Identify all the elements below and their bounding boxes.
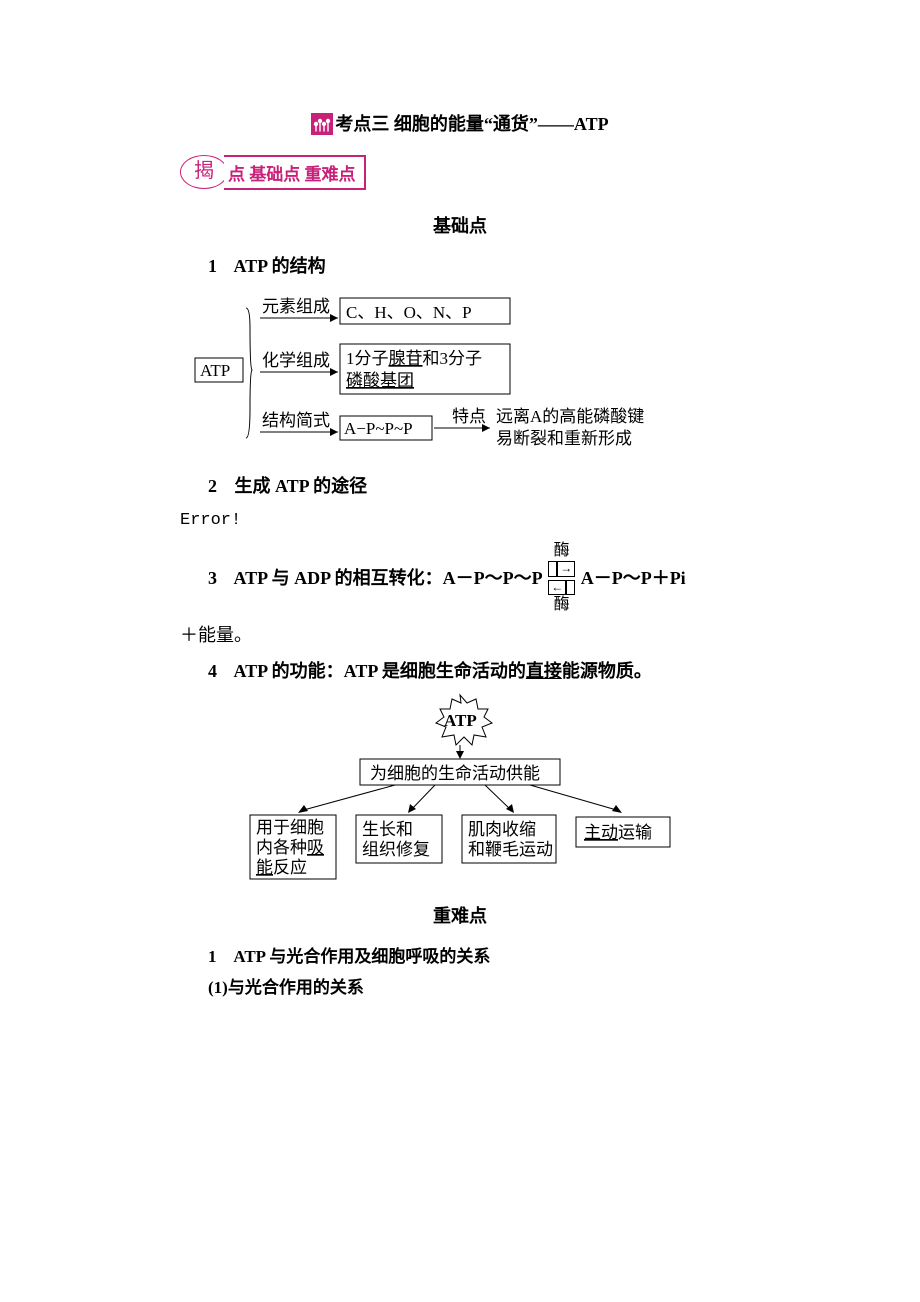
svg-text:ATP: ATP	[200, 361, 230, 380]
page-title-suffix: ATP	[574, 114, 609, 134]
svg-text:生长和: 生长和	[362, 820, 413, 839]
hard-1-heading: 1 ATP 与光合作用及细胞呼吸的关系	[208, 942, 740, 967]
svg-text:结构简式: 结构简式	[262, 411, 330, 430]
item-3-continuation: ＋能量。	[180, 621, 740, 647]
section-basic-heading: 基础点	[180, 212, 740, 238]
item-3-block: 3 ATP 与 ADP 的相互转化：A－P～P～P 酶 → ← 酶 A－P～P＋…	[208, 544, 740, 616]
item-2-title: 生成 ATP 的途径	[235, 476, 368, 496]
item-3-tail: A－P～P＋Pi	[581, 568, 686, 588]
svg-text:A−P~P~P: A−P~P~P	[344, 419, 413, 438]
item-4-lead: ATP 的功能：ATP 是细胞生命活动的	[234, 661, 526, 681]
svg-text:1分子腺苷和3分子: 1分子腺苷和3分子	[346, 349, 482, 368]
svg-text:组织修复: 组织修复	[362, 840, 430, 859]
svg-text:为细胞的生命活动供能: 为细胞的生命活动供能	[370, 764, 540, 783]
hard-1-title: ATP 与光合作用及细胞呼吸的关系	[233, 947, 490, 966]
item-2-heading: 2 生成 ATP 的途径	[208, 472, 740, 498]
svg-text:易断裂和重新形成: 易断裂和重新形成	[496, 429, 632, 448]
item-1-title: ATP 的结构	[234, 256, 326, 276]
item-1-num: 1	[208, 256, 230, 277]
item-4-num: 4	[208, 661, 230, 682]
svg-text:肌肉收缩: 肌肉收缩	[468, 820, 536, 839]
svg-text:ATP: ATP	[444, 711, 477, 730]
svg-text:特点: 特点	[452, 407, 486, 426]
item-4-heading: 4 ATP 的功能：ATP 是细胞生命活动的直接能源物质。	[208, 657, 740, 683]
svg-text:用于细胞: 用于细胞	[256, 818, 324, 837]
svg-text:C、H、O、N、P: C、H、O、N、P	[346, 303, 472, 322]
item-1-heading: 1 ATP 的结构	[208, 252, 740, 278]
svg-text:磷酸基团: 磷酸基团	[346, 371, 414, 390]
svg-text:内各种吸: 内各种吸	[256, 838, 324, 857]
title-icon	[311, 113, 333, 135]
badge-right-label: 点 基础点 重难点	[224, 155, 364, 190]
page-title-prefix: 考点三 细胞的能量“通货”——	[335, 114, 574, 134]
item-3-lead: ATP 与 ADP 的相互转化：A－P～P～P	[234, 568, 542, 588]
svg-text:主动运输: 主动运输	[584, 823, 652, 842]
badge-left-icon: 揭	[180, 155, 228, 189]
diagram-atp-function: ATP 为细胞的生命活动供能 用于细胞 内各种吸 能反应 生长和 组织修复	[240, 693, 680, 888]
item-4-tail: 能源物质。	[562, 661, 652, 681]
svg-text:远离A的高能磷酸键: 远离A的高能磷酸键	[496, 407, 644, 426]
error-text: Error!	[180, 508, 740, 530]
svg-text:能反应: 能反应	[256, 858, 307, 877]
badge-row: 揭 点 基础点 重难点	[180, 155, 740, 190]
item-3-num: 3	[208, 562, 230, 594]
hard-1-sub: (1)与光合作用的关系	[208, 973, 740, 998]
hard-1-num: 1	[208, 947, 230, 967]
diagram-atp-structure: ATP 元素组成 C、H、O、N、P 化学组成 1分子腺苷和3分子 磷酸基团 结…	[190, 288, 740, 458]
item-2-num: 2	[208, 476, 230, 497]
svg-text:元素组成: 元素组成	[262, 297, 330, 316]
section-hard-heading: 重难点	[180, 902, 740, 928]
svg-text:和鞭毛运动: 和鞭毛运动	[468, 840, 553, 859]
enzyme-stack: 酶 → ← 酶	[548, 542, 575, 614]
item-4-underline: 直接	[526, 661, 562, 681]
svg-text:化学组成: 化学组成	[262, 351, 330, 370]
